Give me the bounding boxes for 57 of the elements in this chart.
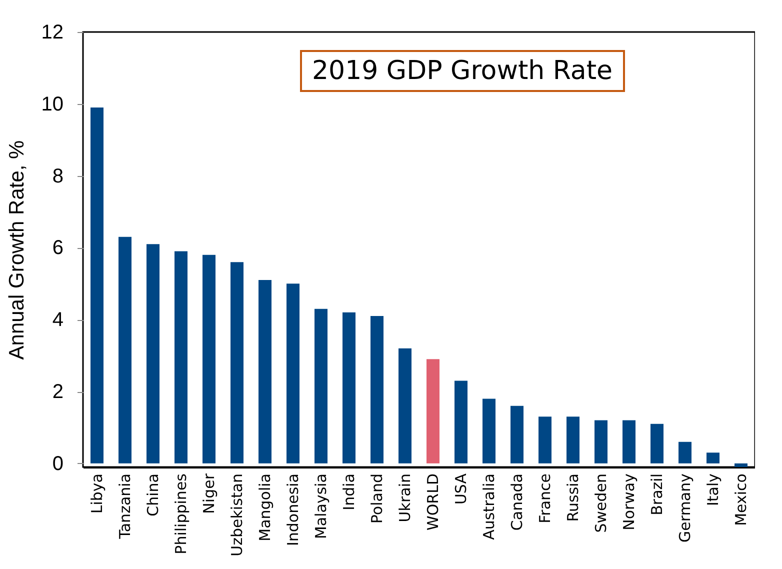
- bar: [454, 380, 468, 464]
- bar: [202, 254, 216, 464]
- x-tick-label: Italy: [704, 473, 722, 506]
- x-tick-label: India: [340, 474, 358, 510]
- bar: [286, 284, 300, 464]
- x-tick-label: Germany: [676, 473, 694, 542]
- x-tick-label: Sweden: [592, 474, 610, 533]
- x-tick-label: Norway: [620, 473, 638, 530]
- bar: [426, 359, 440, 464]
- bar: [398, 348, 412, 464]
- y-tick-label: 4: [52, 309, 64, 332]
- x-tick-label: Poland: [368, 474, 386, 524]
- x-tick-label: China: [144, 474, 162, 516]
- bar: [538, 416, 552, 464]
- bar: [734, 463, 748, 467]
- text: 2019 GDP Growth Rate: [300, 50, 625, 92]
- bar: [510, 406, 524, 464]
- x-tick-label: Indonesia: [284, 474, 302, 546]
- bar: [258, 280, 272, 464]
- bar: [594, 420, 608, 464]
- x-tick-label: WORLD: [424, 474, 442, 530]
- bar: [118, 236, 132, 464]
- y-tick-label: 12: [41, 22, 64, 44]
- y-tick-label: 2: [52, 381, 64, 404]
- y-tick-label: 10: [41, 93, 64, 116]
- bar: [230, 262, 244, 464]
- bar: [566, 416, 580, 464]
- x-tick-label: Ukrain: [396, 474, 414, 522]
- bar: [174, 251, 188, 464]
- x-tick-label: Niger: [200, 472, 218, 514]
- x-tick-label: Russia: [564, 474, 582, 522]
- x-tick-label: Tanzania: [116, 474, 134, 540]
- bar: [622, 420, 636, 464]
- x-tick-label: Libya: [88, 474, 106, 514]
- y-tick-label: 8: [52, 165, 64, 188]
- bar: [678, 442, 692, 464]
- y-tick-label: 0: [52, 452, 64, 475]
- x-tick-label: USA: [452, 472, 470, 505]
- x-tick-label: France: [536, 474, 554, 524]
- x-tick-label: Mangolia: [256, 474, 274, 542]
- y-axis-title: Annual Growth Rate, %: [5, 140, 28, 360]
- y-tick-label: 6: [52, 237, 64, 260]
- x-tick-label: Brazil: [648, 474, 666, 516]
- bar: [342, 312, 356, 464]
- bar: [482, 398, 496, 464]
- x-tick-label: Uzbekistan: [228, 474, 246, 556]
- bar: [650, 424, 664, 464]
- bar: [314, 308, 328, 464]
- x-tick-label: Mexico: [732, 474, 750, 526]
- x-tick-label: Malaysia: [312, 474, 330, 540]
- bar: [370, 316, 384, 464]
- x-tick-label: Australia: [480, 474, 498, 540]
- x-tick-label: Canada: [508, 474, 526, 531]
- bar: [146, 244, 160, 464]
- bar: [90, 107, 104, 464]
- bar: [706, 452, 720, 464]
- x-tick-label: Philippines: [172, 473, 190, 554]
